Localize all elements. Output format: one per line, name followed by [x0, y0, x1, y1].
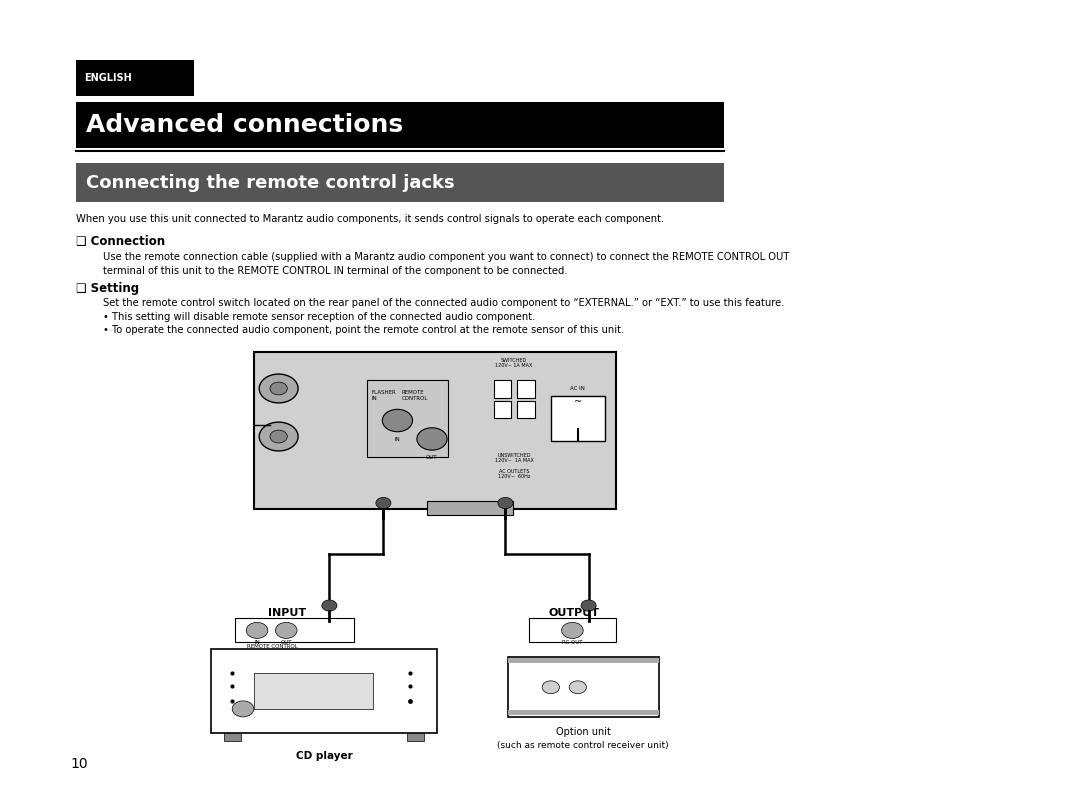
Circle shape: [275, 622, 297, 638]
Text: RC OUT: RC OUT: [563, 640, 582, 645]
Bar: [508, 657, 659, 717]
Bar: [407, 733, 424, 741]
Text: • To operate the connected audio component, point the remote control at the remo: • To operate the connected audio compone…: [103, 325, 624, 335]
Text: Option unit: Option unit: [556, 727, 610, 736]
Text: ❑ Connection: ❑ Connection: [76, 235, 165, 248]
Circle shape: [542, 681, 559, 694]
Text: INPUT: INPUT: [268, 609, 306, 618]
Circle shape: [322, 600, 337, 611]
Bar: [529, 618, 616, 642]
Text: OUTPUT: OUTPUT: [549, 609, 599, 618]
Bar: [427, 501, 513, 515]
Circle shape: [569, 681, 586, 694]
Text: UNSWITCHED
120V~  1A MAX: UNSWITCHED 120V~ 1A MAX: [495, 453, 534, 463]
Bar: [76, 60, 194, 96]
Text: AC OUTLETS
120V~  60Hz: AC OUTLETS 120V~ 60Hz: [498, 469, 530, 479]
Text: 10: 10: [70, 757, 87, 771]
Bar: [508, 658, 659, 663]
Text: When you use this unit connected to Marantz audio components, it sends control s: When you use this unit connected to Mara…: [76, 214, 664, 223]
Circle shape: [382, 409, 413, 432]
Bar: [224, 733, 241, 741]
Bar: [254, 352, 616, 509]
Text: IN: IN: [394, 437, 401, 441]
Bar: [517, 400, 535, 418]
Text: REMOTE CONTROL: REMOTE CONTROL: [247, 644, 297, 649]
Bar: [76, 102, 724, 148]
Text: OUT: OUT: [427, 455, 437, 460]
Text: Connecting the remote control jacks: Connecting the remote control jacks: [86, 174, 455, 191]
Bar: [76, 163, 724, 202]
Circle shape: [232, 701, 254, 717]
Circle shape: [270, 430, 287, 443]
Text: ❑ Setting: ❑ Setting: [76, 282, 138, 295]
Bar: [508, 710, 659, 715]
Text: AC IN: AC IN: [570, 386, 585, 391]
Text: FLASHER
IN: FLASHER IN: [372, 390, 396, 400]
Circle shape: [417, 428, 447, 450]
Circle shape: [562, 622, 583, 638]
Bar: [517, 380, 535, 398]
Text: ~: ~: [573, 396, 582, 406]
Bar: [254, 673, 373, 709]
Text: (such as remote control receiver unit): (such as remote control receiver unit): [498, 741, 669, 750]
Bar: [235, 618, 354, 642]
Bar: [367, 380, 448, 457]
Text: CD player: CD player: [296, 751, 352, 760]
Circle shape: [259, 422, 298, 451]
Text: • This setting will disable remote sensor reception of the connected audio compo: • This setting will disable remote senso…: [103, 312, 535, 322]
Text: REMOTE
CONTROL: REMOTE CONTROL: [402, 390, 428, 400]
Text: SWITCHED
120V~ 1A MAX: SWITCHED 120V~ 1A MAX: [496, 358, 532, 368]
Bar: [551, 396, 605, 441]
Circle shape: [498, 497, 513, 509]
Bar: [494, 380, 511, 398]
Text: Set the remote control switch located on the rear panel of the connected audio c: Set the remote control switch located on…: [103, 298, 784, 308]
Circle shape: [246, 622, 268, 638]
Circle shape: [581, 600, 596, 611]
Bar: [494, 400, 511, 418]
Text: Use the remote connection cable (supplied with a Marantz audio component you wan: Use the remote connection cable (supplie…: [103, 252, 789, 276]
Bar: [211, 649, 437, 733]
Circle shape: [270, 382, 287, 395]
Text: Advanced connections: Advanced connections: [86, 113, 404, 137]
Circle shape: [259, 374, 298, 403]
Text: OUT: OUT: [281, 640, 292, 645]
Text: IN: IN: [254, 640, 260, 645]
Circle shape: [376, 497, 391, 509]
Text: ENGLISH: ENGLISH: [84, 73, 132, 83]
